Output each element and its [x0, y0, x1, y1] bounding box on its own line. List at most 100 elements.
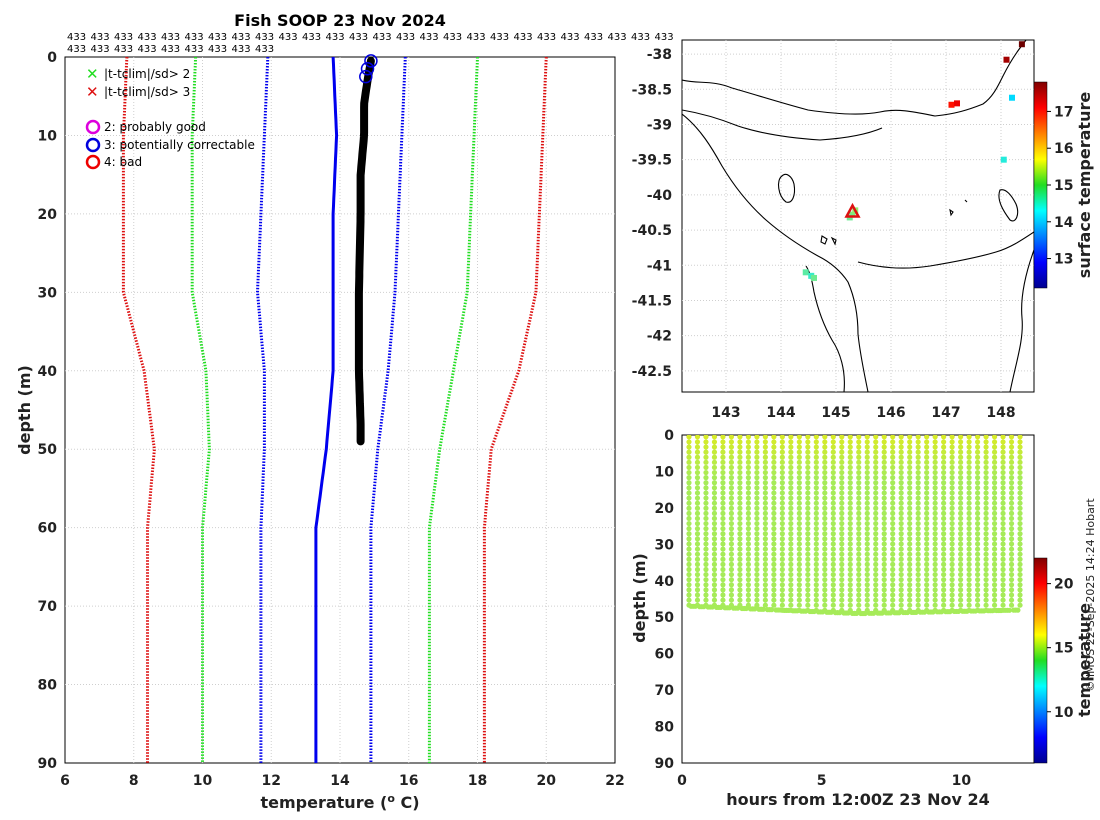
profile-sample-dot — [898, 480, 904, 486]
profile-sample-dot — [779, 520, 785, 527]
profile-sample-dot — [686, 571, 692, 578]
profile-sample-dot — [813, 587, 819, 593]
profile-sample-dot — [847, 485, 853, 491]
series-line — [369, 56, 407, 763]
profile-sample-dot — [924, 490, 930, 496]
profile-sample-dot — [839, 490, 845, 496]
profile-sample-dot — [898, 505, 904, 511]
profile-sample-dot — [898, 556, 904, 562]
profile-sample-dot — [830, 536, 836, 542]
profile-sample-dot — [966, 520, 972, 527]
profile-sample-dot — [711, 536, 718, 542]
profile-sample-dot — [822, 449, 828, 455]
profile-sample-dot — [779, 495, 785, 501]
profile-sample-dot — [873, 454, 879, 460]
profile-sample-dot — [830, 435, 836, 440]
profile-sample-dot — [856, 469, 862, 476]
profile-id-label: 433 — [514, 32, 533, 43]
profile-sample-dot — [941, 464, 947, 471]
profile-sample-dot — [754, 546, 760, 552]
profile-sample-dot — [864, 582, 870, 588]
profile-sample-dot — [924, 505, 930, 511]
y-tick-label: 70 — [655, 683, 675, 699]
profile-sample-dot — [839, 541, 845, 547]
profile-sample-dot — [839, 551, 845, 557]
profile-sample-dot — [745, 485, 752, 491]
profile-sample-dot — [881, 587, 887, 593]
profile-sample-dot — [779, 505, 785, 511]
y-tick-label: 20 — [38, 207, 58, 223]
profile-sample-dot — [771, 475, 777, 481]
profile-sample-dot — [847, 464, 853, 471]
profile-sample-dot — [847, 531, 853, 537]
profile-sample-dot — [974, 495, 981, 501]
profile-sample-dot — [1000, 561, 1006, 567]
profile-sample-dot — [991, 439, 998, 445]
profile-sample-dot — [974, 459, 981, 465]
profile-sample-dot — [932, 587, 938, 593]
profile-sample-dot — [966, 480, 972, 486]
profile-sample-dot — [881, 475, 887, 481]
profile-sample-dot — [898, 520, 904, 527]
profile-sample-dot — [822, 505, 828, 511]
profile-sample-dot — [847, 587, 853, 593]
profile-sample-dot — [779, 469, 785, 476]
profile-sample-dot — [983, 536, 989, 542]
profile-sample-dot — [1008, 541, 1015, 547]
profile-sample-dot — [822, 561, 828, 567]
profile-sample-dot — [847, 566, 853, 573]
profile-sample-dot — [686, 587, 692, 593]
profile-sample-dot — [974, 510, 981, 516]
profile-sample-dot — [924, 577, 930, 583]
profile-sample-dot — [873, 546, 879, 552]
profile-sample-dot — [762, 597, 768, 603]
profile-sample-dot — [991, 515, 998, 522]
profile-id-label: 433 — [537, 32, 556, 43]
profile-sample-dot — [720, 526, 726, 532]
profile-sample-dot — [686, 561, 692, 567]
profile-sample-dot — [949, 546, 955, 552]
profile-sample-dot — [864, 449, 870, 455]
lat-tick-label: -42.5 — [632, 364, 672, 380]
profile-sample-dot — [864, 526, 870, 532]
profile-sample-dot — [890, 571, 896, 578]
profile-sample-dot — [881, 480, 887, 486]
profile-sample-dot — [771, 444, 777, 450]
time-depth-colorbar-label: temperature — [1075, 603, 1094, 717]
profile-sample-dot — [864, 500, 870, 506]
profile-sample-dot — [1008, 459, 1015, 465]
profile-sample-dot — [737, 520, 743, 527]
profile-sample-dot — [949, 454, 955, 460]
profile-sample-dot — [711, 520, 718, 527]
profile-sample-dot — [847, 556, 853, 562]
profile-sample-dot — [1017, 435, 1023, 440]
profile-sample-dot — [958, 480, 964, 486]
profile-sample-dot — [788, 459, 794, 465]
profile-sample-dot — [720, 435, 726, 440]
profile-sample-dot — [813, 571, 819, 578]
profile-sample-dot — [932, 551, 938, 557]
profile-sample-dot — [1017, 439, 1023, 445]
profile-sample-dot — [720, 536, 726, 542]
profile-sample-dot — [754, 515, 760, 522]
profile-sample-dot — [1008, 531, 1015, 537]
profile-sample-dot — [745, 592, 752, 598]
profile-sample-dot — [754, 587, 760, 593]
profile-sample-dot — [966, 546, 972, 552]
profile-sample-dot — [949, 551, 955, 557]
profile-sample-dot — [813, 582, 819, 588]
profile-sample-dot — [720, 490, 726, 496]
profile-sample-dot — [762, 602, 768, 608]
lat-tick-label: -39.5 — [632, 153, 672, 169]
profile-sample-dot — [974, 505, 981, 511]
profile-sample-dot — [915, 459, 921, 465]
profile-sample-dot — [813, 531, 819, 537]
profile-sample-dot — [941, 505, 947, 511]
profile-sample-dot — [958, 571, 964, 578]
profile-sample-dot — [924, 541, 930, 547]
profile-sample-dot — [864, 515, 870, 522]
profile-sample-dot — [856, 577, 862, 583]
profile-sample-dot — [949, 510, 955, 516]
profile-sample-dot — [745, 541, 752, 547]
profile-sample-dot — [890, 449, 896, 455]
